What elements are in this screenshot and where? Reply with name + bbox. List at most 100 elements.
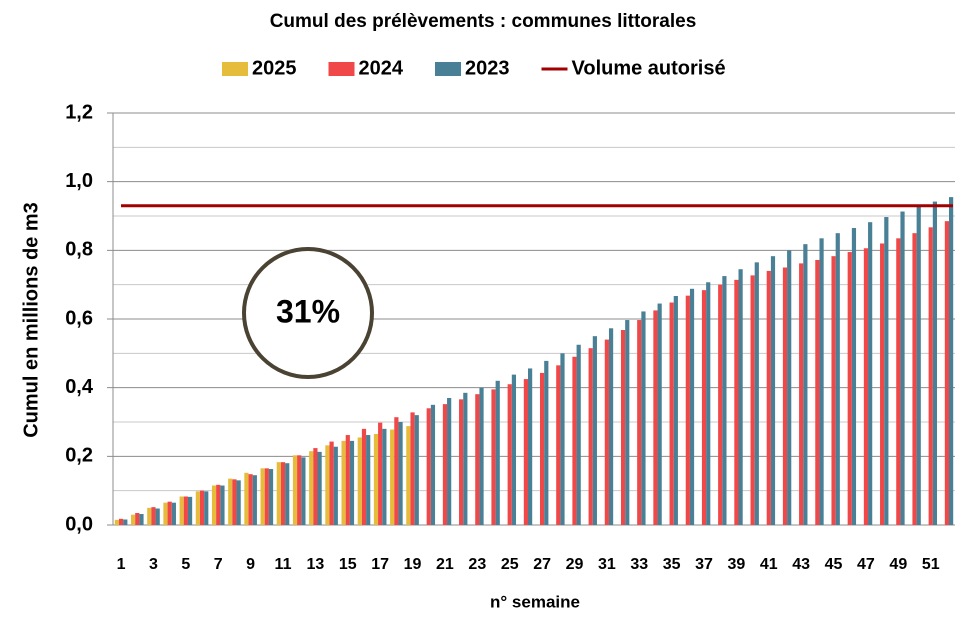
bar: [572, 356, 577, 525]
bar: [199, 490, 205, 525]
bar: [835, 233, 840, 525]
bar: [868, 222, 873, 525]
x-tick-label: 25: [501, 556, 519, 573]
bar: [139, 514, 144, 525]
chart-title: Cumul des prélèvements : communes littor…: [270, 11, 697, 32]
bar: [260, 468, 265, 525]
bar: [252, 475, 257, 525]
x-tick-label: 13: [307, 556, 325, 573]
bar: [916, 206, 921, 526]
bar: [264, 468, 269, 525]
bar: [657, 303, 662, 525]
bar: [204, 491, 209, 525]
bar: [430, 404, 436, 525]
bar: [135, 512, 140, 525]
x-tick-label: 45: [825, 556, 843, 573]
bar: [604, 339, 609, 525]
legend-swatch: [222, 62, 248, 76]
legend-label: 2024: [359, 57, 404, 79]
bar: [341, 440, 346, 525]
bar: [276, 462, 281, 525]
bar: [507, 384, 512, 525]
bar: [799, 263, 804, 525]
bar: [803, 244, 808, 526]
bar: [382, 428, 387, 525]
bar: [750, 275, 755, 525]
bar: [187, 496, 193, 525]
bar: [410, 412, 415, 525]
bar: [183, 496, 188, 525]
x-tick-label: 33: [630, 556, 648, 573]
bar: [819, 238, 824, 526]
bar: [398, 422, 403, 525]
x-tick-label: 39: [728, 556, 746, 573]
bar: [414, 415, 419, 525]
bar: [782, 267, 788, 525]
bar: [880, 243, 885, 525]
bar: [847, 252, 852, 526]
x-axis-label: n° semaine: [490, 592, 580, 611]
legend-label: Volume autorisé: [572, 57, 726, 79]
bar: [706, 282, 711, 525]
bar: [114, 519, 119, 525]
bar: [831, 256, 836, 525]
bar: [232, 479, 237, 525]
legend-swatch: [328, 62, 355, 76]
bar: [863, 248, 869, 526]
bar: [317, 451, 322, 525]
bar: [426, 408, 431, 525]
bar: [268, 469, 274, 525]
x-tick-label: 5: [181, 556, 190, 573]
bar: [475, 394, 480, 525]
bar: [211, 485, 217, 525]
bar: [325, 445, 330, 525]
bar: [345, 435, 350, 525]
bar: [637, 320, 642, 525]
x-tick-label: 29: [566, 556, 584, 573]
bar: [301, 457, 306, 525]
bar: [228, 478, 233, 525]
x-tick-label: 47: [857, 556, 875, 573]
x-tick-label: 49: [889, 556, 907, 573]
bar: [349, 440, 355, 525]
bar: [285, 463, 290, 525]
bar: [718, 284, 723, 525]
bar: [511, 374, 517, 525]
bar: [491, 389, 496, 525]
bar: [588, 348, 593, 525]
bar: [333, 446, 338, 525]
bar: [787, 250, 792, 526]
bar: [123, 519, 128, 525]
bar: [313, 448, 318, 525]
bar: [900, 211, 905, 525]
bar: [118, 518, 124, 525]
bar: [560, 353, 565, 525]
bar: [479, 387, 484, 525]
y-tick-label: 0,4: [65, 376, 94, 398]
bar: [701, 290, 707, 525]
bar: [394, 417, 399, 525]
bar: [896, 238, 901, 526]
bar: [151, 507, 156, 525]
legend-label: 2025: [252, 57, 297, 79]
x-tick-label: 41: [760, 556, 778, 573]
bar: [734, 279, 739, 525]
bar: [292, 455, 298, 525]
x-tick-label: 27: [533, 556, 551, 573]
y-tick-label: 0,6: [65, 307, 93, 329]
bar: [163, 502, 168, 525]
x-tick-label: 11: [275, 556, 292, 573]
y-tick-label: 1,2: [65, 101, 93, 123]
x-tick-label: 9: [246, 556, 255, 573]
bar: [754, 262, 759, 525]
bar: [195, 491, 200, 525]
bar: [171, 502, 176, 525]
y-tick-label: 0,8: [65, 239, 93, 261]
x-tick-label: 43: [792, 556, 810, 573]
bar: [673, 295, 678, 525]
legend-swatch: [435, 62, 461, 76]
bar: [722, 276, 727, 525]
x-tick-label: 15: [339, 556, 357, 573]
bar: [236, 480, 241, 525]
